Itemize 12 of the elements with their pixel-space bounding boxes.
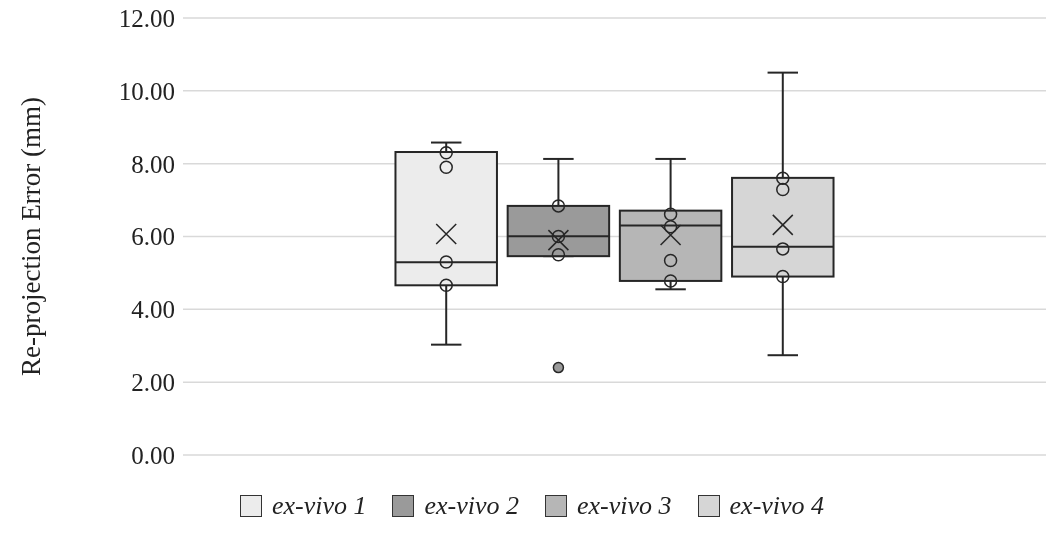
y-tick-label: 10.00 — [118, 77, 175, 105]
y-tick-label: 8.00 — [131, 150, 175, 178]
y-tick-label: 12.00 — [118, 4, 175, 32]
y-tick-label: 6.00 — [131, 223, 175, 251]
legend-label: ex-vivo 1 — [271, 491, 367, 521]
y-tick-label: 2.00 — [131, 369, 175, 397]
legend-label: ex-vivo 2 — [424, 491, 519, 521]
y-tick-label: 4.00 — [131, 296, 175, 324]
legend-label: ex-vivo 3 — [577, 491, 672, 521]
y-axis-title: Re-projection Error (mm) — [15, 97, 46, 376]
y-tick-label: 0.00 — [131, 441, 175, 469]
legend-label: ex-vivo 4 — [729, 491, 825, 521]
